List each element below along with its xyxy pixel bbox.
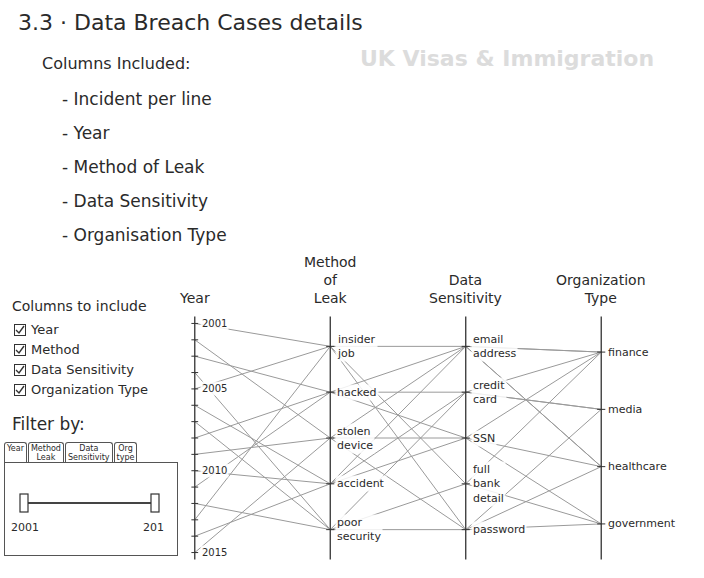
svg-text:OrganizationType: OrganizationType — [556, 272, 646, 306]
svg-text:stolendevice: stolendevice — [337, 425, 373, 452]
html-text:Columns Included:: Columns Included: — [42, 54, 191, 73]
svg-text:fullbankdetail: fullbankdetail — [473, 463, 504, 505]
svg-text:healthcare: healthcare — [608, 460, 667, 473]
html-text:Year: Year — [31, 322, 59, 337]
html-text:- Year: - Year — [62, 123, 110, 143]
svg-text:Year: Year — [179, 290, 210, 306]
html-text:Org: Org — [118, 444, 133, 453]
svg-text:2001: 2001 — [202, 318, 227, 329]
html-text:Data Sensitivity: Data Sensitivity — [31, 362, 134, 377]
html-text:type: type — [116, 453, 135, 462]
html-text:3.3 · Data Breach Cases detail: 3.3 · Data Breach Cases details — [18, 10, 363, 35]
svg-text:accident: accident — [337, 477, 385, 490]
svg-text:2015: 2015 — [202, 547, 227, 558]
html-text:Method: Method — [30, 444, 61, 453]
html-text:Leak: Leak — [36, 453, 56, 462]
html-text:Organization Type: Organization Type — [31, 382, 149, 397]
html-text:Columns to include: Columns to include — [12, 298, 147, 314]
svg-text:2005: 2005 — [202, 383, 227, 394]
html-text:Method: Method — [31, 342, 80, 357]
html-text:201: 201 — [143, 521, 164, 534]
html-text:- Incident per line: - Incident per line — [62, 89, 212, 109]
svg-text:2010: 2010 — [202, 465, 227, 476]
html-text:UK Visas & Immigration: UK Visas & Immigration — [360, 46, 655, 71]
html-text:Sensitivity: Sensitivity — [68, 453, 110, 462]
html-text:- Organisation Type: - Organisation Type — [62, 225, 227, 245]
html-text:Data: Data — [79, 444, 99, 453]
svg-text:creditcard: creditcard — [473, 379, 505, 406]
svg-text:poorsecurity: poorsecurity — [337, 516, 381, 543]
svg-text:government: government — [608, 517, 676, 530]
svg-text:media: media — [608, 403, 642, 416]
svg-text:hacked: hacked — [337, 386, 377, 399]
svg-text:emailaddress: emailaddress — [473, 333, 516, 360]
html-text:Year: Year — [7, 444, 24, 453]
svg-text:insiderjob: insiderjob — [337, 333, 376, 360]
html-text:2001: 2001 — [11, 521, 39, 534]
html-text:Filter by:: Filter by: — [12, 414, 85, 434]
html-text:- Method of Leak: - Method of Leak — [62, 157, 205, 177]
html-text:- Data Sensitivity: - Data Sensitivity — [62, 191, 208, 211]
svg-text:finance: finance — [608, 346, 649, 359]
svg-text:SSN: SSN — [473, 432, 495, 445]
svg-text:MethodofLeak: MethodofLeak — [304, 254, 357, 306]
svg-text:password: password — [473, 523, 525, 536]
svg-text:DataSensitivity: DataSensitivity — [429, 272, 502, 306]
